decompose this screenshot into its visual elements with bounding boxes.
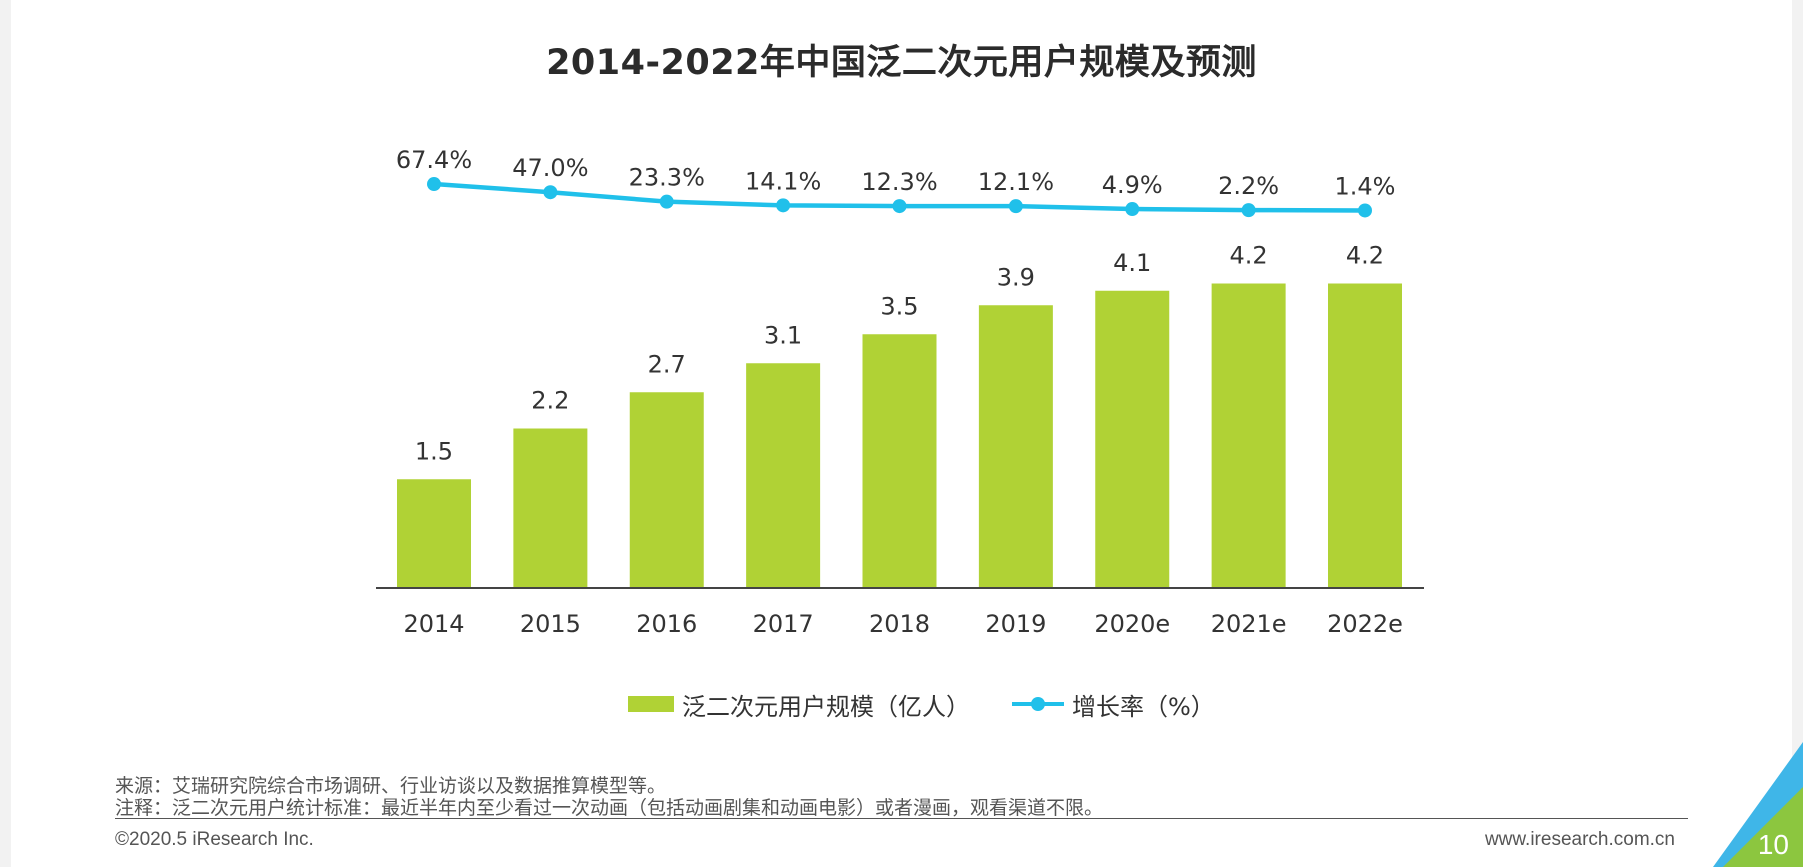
copyright-text: ©2020.5 iResearch Inc.: [115, 829, 314, 850]
x-tick-label-2021e: 2021e: [1211, 610, 1287, 638]
bar-value-label-2018: 3.5: [880, 292, 918, 320]
growth-rate-label-2014: 67.4%: [396, 146, 472, 174]
growth-rate-label-2021e: 2.2%: [1218, 172, 1279, 200]
legend-line-label: 增长率（%）: [1072, 692, 1215, 721]
bar-value-label-2021e: 4.2: [1230, 242, 1268, 270]
growth-rate-point-2022e: [1358, 203, 1372, 218]
x-tick-label-2019: 2019: [985, 610, 1046, 638]
legend-bar-swatch: [628, 696, 674, 712]
bar-value-label-2016: 2.7: [648, 350, 686, 378]
right-margin-strip: [1792, 0, 1803, 867]
bar-value-label-2017: 3.1: [764, 321, 802, 349]
growth-rate-label-2020e: 4.9%: [1102, 171, 1163, 199]
page-number: 10: [1757, 829, 1789, 860]
growth-rate-label-2016: 23.3%: [629, 164, 705, 192]
bar-2022e: [1328, 283, 1402, 588]
growth-rate-point-2016: [659, 194, 674, 209]
chart-legend: 泛二次元用户规模（亿人） 增长率（%）: [628, 687, 1257, 722]
website-link[interactable]: www.iresearch.com.cn: [1484, 829, 1675, 850]
x-tick-label-2014: 2014: [403, 610, 464, 638]
growth-rate-point-2018: [892, 199, 907, 214]
bar-value-label-2020e: 4.1: [1113, 249, 1151, 277]
bar-2016: [629, 392, 704, 588]
growth-rate-label-2019: 12.1%: [978, 168, 1054, 196]
growth-rate-point-2014: [427, 177, 441, 192]
bar-value-label-2022e: 4.2: [1346, 242, 1384, 270]
growth-rate-label-2018: 12.3%: [861, 168, 937, 196]
x-tick-label-2018: 2018: [869, 610, 930, 638]
footer-divider: [115, 818, 1688, 819]
growth-rate-point-2017: [776, 198, 791, 213]
legend-line-swatch: [1012, 695, 1064, 713]
bar-2021e: [1211, 283, 1286, 588]
bar-2020e: [1095, 290, 1170, 588]
legend-item-line-series: 增长率（%）: [1012, 687, 1215, 722]
growth-rate-point-2020e: [1125, 202, 1140, 217]
growth-rate-point-2019: [1008, 199, 1023, 214]
bar-2014: [397, 479, 471, 588]
source-note: 来源：艾瑞研究院综合市场调研、行业访谈以及数据推算模型等。: [115, 776, 667, 797]
growth-rate-label-2017: 14.1%: [745, 167, 821, 195]
x-tick-label-2022e: 2022e: [1327, 610, 1403, 638]
bar-value-label-2019: 3.9: [997, 263, 1035, 291]
bar-value-label-2014: 1.5: [415, 437, 453, 465]
growth-rate-point-2021e: [1241, 203, 1256, 218]
bar-2017: [746, 363, 821, 588]
growth-rate-label-2022e: 1.4%: [1335, 172, 1396, 200]
definition-note: 注释：泛二次元用户统计标准：最近半年内至少看过一次动画（包括动画剧集和动画电影）…: [115, 798, 1104, 819]
legend-bar-label: 泛二次元用户规模（亿人）: [682, 692, 970, 721]
x-tick-label-2020e: 2020e: [1094, 610, 1170, 638]
x-tick-label-2017: 2017: [753, 610, 814, 638]
growth-rate-point-2015: [543, 185, 558, 200]
x-tick-label-2016: 2016: [636, 610, 697, 638]
bar-2019: [978, 305, 1053, 588]
bar-2018: [862, 334, 937, 588]
bar-value-label-2015: 2.2: [531, 387, 569, 415]
corner-decoration: [1713, 742, 1803, 867]
left-margin-strip: [0, 0, 11, 867]
x-tick-label-2015: 2015: [520, 610, 581, 638]
chart-title: 2014-2022年中国泛二次元用户规模及预测: [546, 43, 1257, 83]
bar-2015: [513, 428, 588, 588]
growth-rate-label-2015: 47.0%: [512, 154, 588, 182]
legend-item-bar-series: 泛二次元用户规模（亿人）: [628, 687, 970, 722]
